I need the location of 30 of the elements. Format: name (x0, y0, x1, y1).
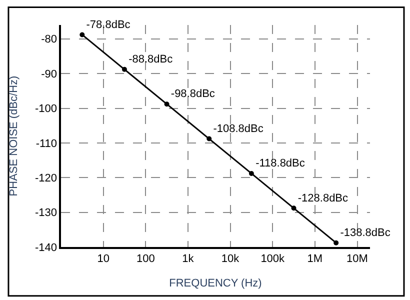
data-label: -118.8dBc (256, 158, 306, 170)
y-tick-label: -90 (41, 68, 58, 80)
point (122, 66, 127, 72)
point (164, 102, 170, 107)
data-label: -88.8dBc (128, 54, 174, 66)
y-tick-label: -140 (35, 242, 58, 254)
point (80, 32, 85, 38)
point (248, 170, 254, 176)
x-tick-label: 1k (182, 252, 194, 265)
y-tick-label: -130 (35, 207, 58, 220)
data-label: -128.8dBc (298, 192, 349, 204)
data-label: -78.8dBc (86, 18, 131, 31)
x-tick-label: 100 (136, 252, 155, 265)
x-tick-label: 1M (307, 252, 323, 265)
y-tick-label: -110 (36, 138, 58, 150)
x-axis-title: FREQUENCY (Hz) (169, 278, 262, 290)
point (334, 240, 339, 246)
data-label: -138.8dBc (340, 226, 391, 239)
y-tick-label: -80 (41, 34, 58, 46)
x-tick-label: 10 (97, 252, 110, 265)
y-tick-label: -120 (35, 172, 58, 184)
y-tick-label: -100 (35, 103, 58, 116)
data-label: -108.8dBc (213, 122, 264, 135)
data-label: -98.8dBc (170, 88, 216, 100)
point (206, 136, 212, 142)
point (291, 206, 296, 211)
x-tick-label: 10k (221, 252, 240, 265)
x-tick-label: 10M (346, 252, 368, 265)
y-axis-title: PHASE NOISE (dBc/Hz) (8, 76, 20, 196)
x-tick-label: 100k (260, 252, 286, 265)
